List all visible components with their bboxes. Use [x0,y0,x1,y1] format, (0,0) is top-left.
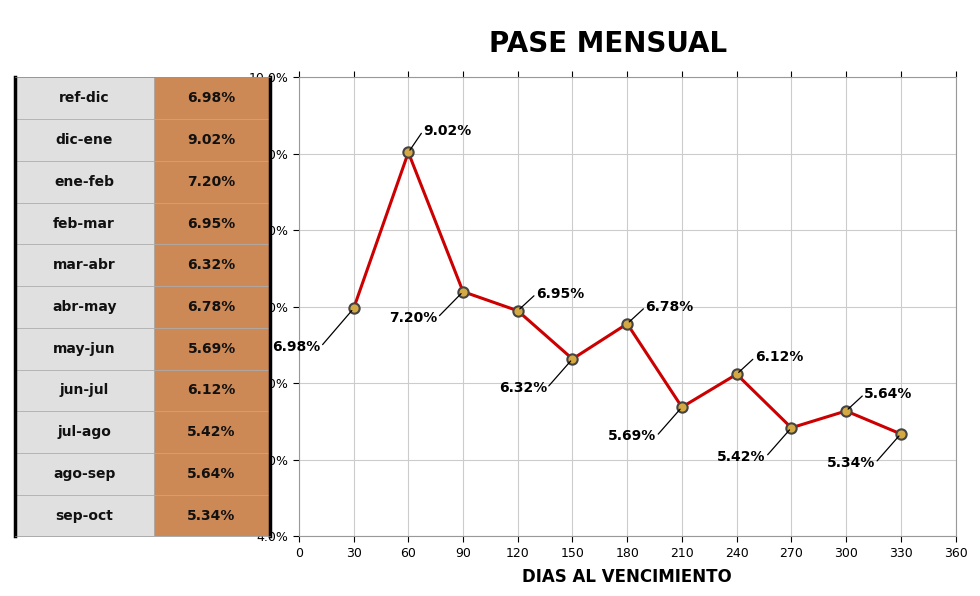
Bar [15,328,154,370]
Bar [15,453,154,495]
Text: 5.64%: 5.64% [864,387,912,401]
Text: jul-ago: jul-ago [57,425,111,439]
Text: 6.12%: 6.12% [187,383,236,398]
Bar [154,495,270,536]
Text: 6.32%: 6.32% [187,258,235,272]
Text: 5.34%: 5.34% [187,508,236,523]
Bar [15,161,154,203]
Text: ref-dic: ref-dic [59,91,110,105]
Text: 5.42%: 5.42% [187,425,236,439]
Point [893,429,908,439]
Point [455,287,470,296]
Text: mar-abr: mar-abr [53,258,116,272]
Bar [154,328,270,370]
Bar [15,495,154,536]
Point [401,148,416,157]
Bar [154,453,270,495]
Text: 5.42%: 5.42% [717,450,765,464]
Text: 6.12%: 6.12% [755,350,804,364]
Text: 5.64%: 5.64% [187,467,236,481]
Point [619,319,635,328]
Bar [15,244,154,286]
Text: PASE MENSUAL: PASE MENSUAL [489,30,726,58]
Point [729,370,745,379]
Point [510,306,525,315]
Text: 7.20%: 7.20% [187,175,235,189]
Bar [154,370,270,411]
Point [783,423,799,433]
Bar [15,286,154,328]
Text: 6.95%: 6.95% [536,287,584,301]
Point [674,402,690,412]
Point [564,354,580,364]
Text: 9.02%: 9.02% [187,133,235,147]
Text: sep-oct: sep-oct [55,508,113,523]
Text: ago-sep: ago-sep [53,467,116,481]
Text: feb-mar: feb-mar [53,216,115,231]
Bar [154,244,270,286]
Bar [15,119,154,161]
Text: 7.20%: 7.20% [389,311,437,325]
Bar [154,411,270,453]
Bar [15,370,154,411]
Bar [15,77,154,119]
Text: abr-may: abr-may [52,300,117,314]
Text: 6.95%: 6.95% [187,216,235,231]
Bar [15,411,154,453]
X-axis label: DIAS AL VENCIMIENTO: DIAS AL VENCIMIENTO [522,568,732,586]
Text: 5.69%: 5.69% [609,429,657,443]
Text: dic-ene: dic-ene [56,133,113,147]
Text: 6.98%: 6.98% [187,91,235,105]
Bar [154,77,270,119]
Text: ene-feb: ene-feb [54,175,114,189]
Text: 9.02%: 9.02% [423,124,471,138]
Bar [154,161,270,203]
Point [346,304,362,313]
Text: jun-jul: jun-jul [60,383,109,398]
Text: 5.34%: 5.34% [827,456,875,470]
Text: 6.98%: 6.98% [272,340,320,353]
Text: may-jun: may-jun [53,342,116,356]
Point [838,406,854,416]
Bar [154,203,270,244]
Text: 6.78%: 6.78% [187,300,235,314]
Bar [154,286,270,328]
Text: 5.69%: 5.69% [187,342,235,356]
Text: 6.78%: 6.78% [646,300,694,314]
Bar [15,203,154,244]
Text: 6.32%: 6.32% [499,381,547,395]
Bar [154,119,270,161]
